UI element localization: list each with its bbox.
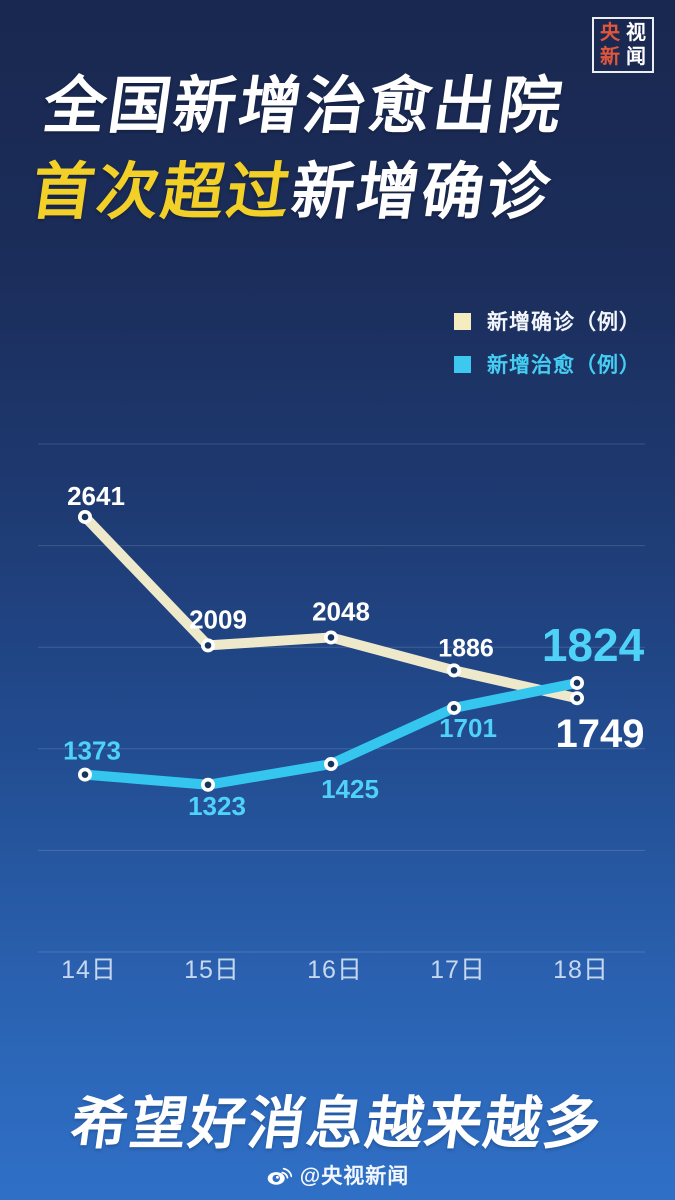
data-point-center (327, 634, 335, 641)
weibo-icon (267, 1167, 292, 1185)
weibo-handle: @央视新闻 (299, 1165, 410, 1188)
line-chart: 2641 2009 2048 1886 1749 1373 1323 1425 1701 1824… (38, 443, 645, 984)
title-line-1: 全国新增治愈出院 (39, 72, 569, 141)
confirmed-swatch-icon (454, 312, 471, 330)
x-axis-label: 17日 (430, 956, 486, 984)
legend-item-cured: 新增治愈（例） (454, 349, 641, 379)
data-point-center (450, 667, 458, 674)
x-axis-label: 15日 (184, 956, 240, 984)
data-label: 1425 (321, 774, 379, 804)
data-point-center (204, 642, 212, 649)
legend-item-confirmed: 新增确诊（例） (454, 306, 641, 336)
title-rest: 新增确诊 (287, 157, 557, 227)
logo-char: 视 (626, 21, 646, 44)
logo-char: 新 (600, 45, 620, 68)
legend-label: 新增治愈（例） (487, 354, 641, 377)
x-axis-label: 18日 (553, 956, 609, 984)
cctv-news-logo: 央 视 新 闻 (592, 17, 654, 73)
data-point-center (573, 679, 581, 687)
x-axis-label: 16日 (307, 956, 363, 984)
logo-char: 央 (600, 21, 620, 44)
data-label: 1749 (556, 712, 645, 756)
data-point-center (327, 760, 335, 768)
data-point-center (450, 704, 458, 712)
page-title: 全国新增治愈出院 首次超过新增确诊 (26, 64, 570, 235)
data-label: 2048 (312, 596, 370, 626)
chart-legend: 新增确诊（例） 新增治愈（例） (454, 306, 641, 379)
data-point-center (81, 771, 89, 778)
title-line-2: 首次超过新增确诊 (26, 150, 558, 236)
slogan-text: 希望好消息越来越多 (66, 1092, 607, 1156)
data-label: 2009 (189, 604, 247, 634)
data-point-center (573, 694, 581, 702)
data-label: 1701 (439, 713, 497, 743)
data-label: 1323 (188, 791, 246, 821)
cured-swatch-icon (454, 355, 471, 373)
data-label: 2641 (67, 481, 125, 511)
data-label: 1886 (438, 634, 494, 662)
data-label: 1824 (542, 619, 645, 671)
data-point-center (81, 513, 89, 521)
data-label: 1373 (63, 736, 121, 766)
title-highlight: 首次超过 (27, 157, 297, 227)
footer: @央视新闻 (0, 1160, 675, 1190)
logo-char: 闻 (626, 45, 646, 68)
x-axis-label: 14日 (61, 956, 117, 984)
data-point-center (204, 781, 212, 789)
legend-label: 新增确诊（例） (487, 311, 641, 334)
